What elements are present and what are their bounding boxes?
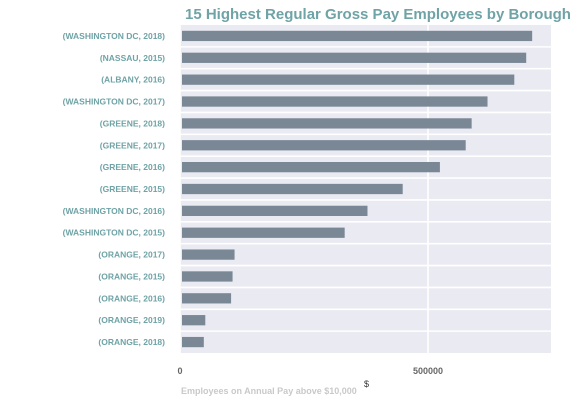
x-axis-unit: $ (364, 379, 369, 389)
y-tick-labels: (WASHINGTON DC, 2018) (NASSAU, 2015) (ALBA… (63, 31, 166, 347)
y-tick-label: (ORANGE, 2017) (98, 250, 165, 260)
bar (182, 249, 235, 260)
x-tick-labels: 0 500000 (177, 366, 443, 376)
bar (182, 140, 466, 151)
y-tick-label: (GREENE, 2015) (100, 184, 165, 194)
bar (182, 271, 233, 282)
bar (182, 30, 533, 42)
y-tick-label: (ALBANY, 2016) (101, 75, 165, 85)
bar (182, 336, 204, 348)
bar (182, 161, 440, 173)
x-tick-label: 0 (177, 366, 182, 376)
gridlines (179, 25, 551, 353)
y-tick-label: (ORANGE, 2015) (98, 271, 165, 281)
y-tick-label: (WASHINGTON DC, 2015) (63, 228, 166, 238)
x-tick-label: 500000 (413, 366, 443, 376)
bar (182, 227, 345, 238)
bar (182, 52, 527, 63)
y-tick-label: (ORANGE, 2019) (98, 315, 165, 325)
y-tick-label: (WASHINGTON DC, 2017) (63, 97, 166, 107)
bar (182, 205, 368, 217)
chart-title: 15 Highest Regular Gross Pay Employees b… (185, 6, 571, 23)
y-tick-label: (WASHINGTON DC, 2016) (63, 206, 166, 216)
y-tick-label: (GREENE, 2016) (100, 162, 165, 172)
bar (182, 293, 232, 304)
y-tick-label: (ORANGE, 2018) (98, 337, 165, 347)
x-axis-label: Employees on Annual Pay above $10,000 (181, 386, 357, 396)
bars (182, 30, 533, 348)
y-tick-label: (ORANGE, 2016) (98, 293, 165, 303)
bar (182, 315, 206, 326)
y-tick-label: (GREENE, 2017) (100, 140, 165, 150)
bar (182, 118, 472, 129)
y-tick-label: (WASHINGTON DC, 2018) (63, 31, 166, 41)
bar (182, 183, 403, 195)
bar (182, 74, 515, 85)
y-tick-label: (GREENE, 2018) (100, 118, 165, 128)
y-tick-label: (NASSAU, 2015) (100, 53, 165, 63)
bar (182, 96, 488, 107)
